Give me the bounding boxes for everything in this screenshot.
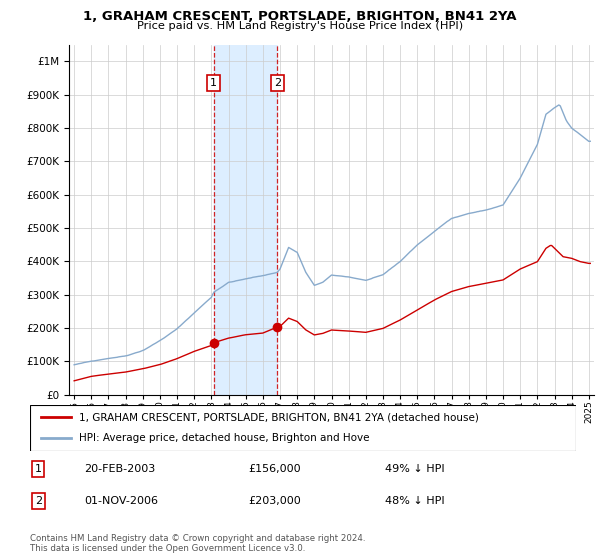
Text: 1: 1 [35,464,41,474]
Text: 20-FEB-2003: 20-FEB-2003 [85,464,156,474]
Text: 01-NOV-2006: 01-NOV-2006 [85,496,158,506]
Text: £203,000: £203,000 [248,496,301,506]
Text: HPI: Average price, detached house, Brighton and Hove: HPI: Average price, detached house, Brig… [79,433,370,444]
Text: 49% ↓ HPI: 49% ↓ HPI [385,464,445,474]
Text: 1: 1 [210,78,217,88]
Text: 1, GRAHAM CRESCENT, PORTSLADE, BRIGHTON, BN41 2YA (detached house): 1, GRAHAM CRESCENT, PORTSLADE, BRIGHTON,… [79,412,479,422]
Text: 1, GRAHAM CRESCENT, PORTSLADE, BRIGHTON, BN41 2YA: 1, GRAHAM CRESCENT, PORTSLADE, BRIGHTON,… [83,10,517,23]
Text: Contains HM Land Registry data © Crown copyright and database right 2024.
This d: Contains HM Land Registry data © Crown c… [30,534,365,553]
Text: 2: 2 [35,496,42,506]
Text: 48% ↓ HPI: 48% ↓ HPI [385,496,445,506]
Text: 2: 2 [274,78,281,88]
Bar [214,45,277,395]
Text: Price paid vs. HM Land Registry's House Price Index (HPI): Price paid vs. HM Land Registry's House … [137,21,463,31]
Text: £156,000: £156,000 [248,464,301,474]
